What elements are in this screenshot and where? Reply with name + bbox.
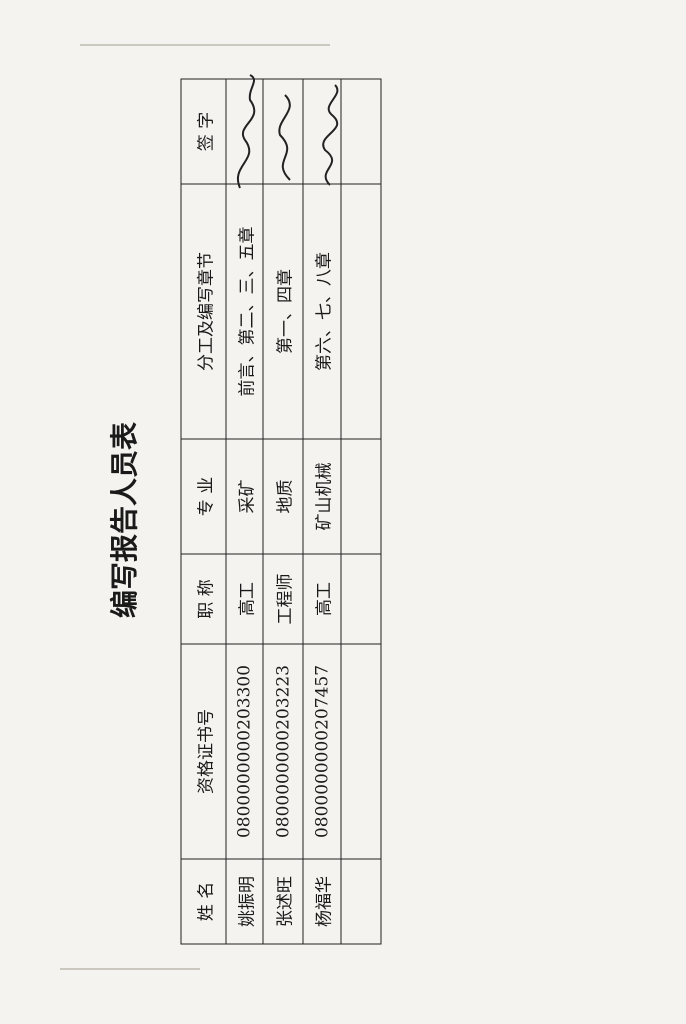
table-cell: 分工及编写章节	[180, 184, 226, 439]
table-row: 张述旺 0800000000203223 工程师 地质 第一、四章	[262, 79, 303, 944]
table-cell: 姓 名	[180, 859, 226, 944]
staff-table: 姓 名资格证书号职 称专 业分工及编写章节签 字姚振明 0800000000203…	[180, 79, 381, 945]
table-cell: 杨福华	[302, 859, 341, 944]
footer-rule	[60, 968, 200, 970]
empty-cell	[340, 554, 381, 644]
table-row: 姓 名资格证书号职 称专 业分工及编写章节签 字	[180, 79, 226, 944]
table-cell: 地质	[262, 439, 303, 554]
table-cell: 0800000000207457	[302, 644, 341, 859]
signature-1	[237, 74, 256, 189]
signatures	[237, 74, 339, 189]
table-cell: 矿山机械	[302, 439, 341, 554]
signature-3	[322, 84, 339, 186]
table-cell: 第六、七、八章	[302, 184, 341, 439]
document-title: 编写报告人员表	[108, 422, 141, 619]
table-cell: 第一、四章	[262, 184, 303, 439]
table-cell: 签 字	[180, 79, 226, 184]
table-cell: 采矿	[225, 439, 263, 554]
header-rule	[80, 44, 330, 46]
table-cell: 0800000000203300	[225, 644, 263, 859]
table-cell: 0800000000203223	[262, 644, 303, 859]
table-row	[340, 79, 381, 944]
empty-cell	[340, 184, 381, 439]
table-cell: 高工	[302, 554, 341, 644]
table-cell: 工程师	[262, 554, 303, 644]
table-cell: 专 业	[180, 439, 226, 554]
table-cell: 高工	[225, 554, 263, 644]
table-container: 姓 名资格证书号职 称专 业分工及编写章节签 字姚振明 0800000000203…	[180, 79, 381, 945]
empty-cell	[340, 644, 381, 859]
table-cell: 职 称	[180, 554, 226, 644]
table-cell: 姚振明	[225, 859, 263, 944]
table-body: 姓 名资格证书号职 称专 业分工及编写章节签 字姚振明 0800000000203…	[180, 79, 381, 944]
empty-cell	[340, 859, 381, 944]
table-cell: 资格证书号	[180, 644, 226, 859]
empty-cell	[340, 439, 381, 554]
table-cell: 张述旺	[262, 859, 303, 944]
signature-2	[278, 94, 291, 181]
table-row: 杨福华 0800000000207457 高工 矿山机械 第六、七、八章	[302, 79, 341, 944]
table-cell: 前言、第二、三、五章	[225, 184, 263, 439]
table-row: 姚振明 0800000000203300 高工 采矿 前言、第二、三、五章	[225, 79, 263, 944]
